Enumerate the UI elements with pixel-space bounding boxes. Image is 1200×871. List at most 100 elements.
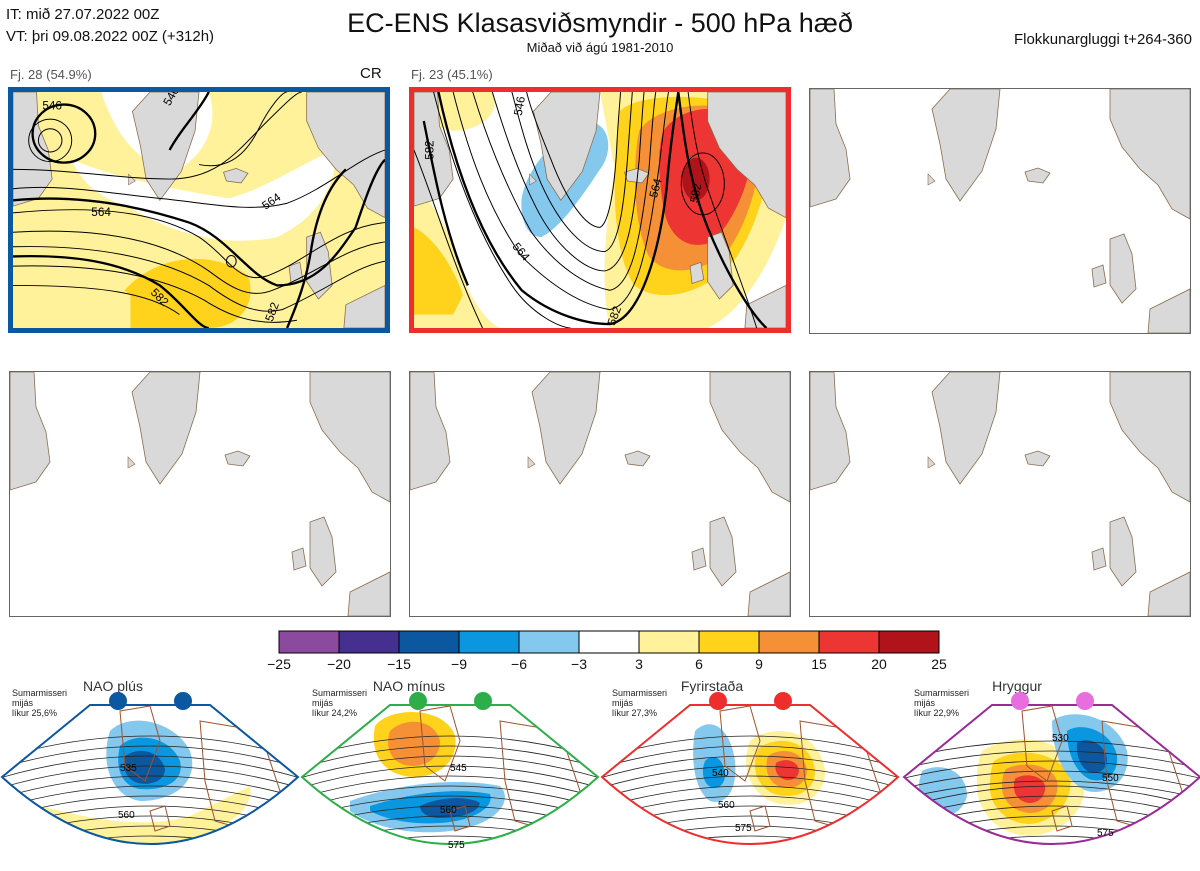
height-contour	[302, 775, 598, 802]
regime-marker	[174, 692, 192, 710]
regime-stat-line: Sumarmisseri	[312, 688, 368, 698]
colorbar-cell	[338, 630, 400, 654]
init-time: IT: mið 27.07.2022 00Z	[6, 6, 160, 23]
height-contour	[2, 785, 298, 812]
regime-map: 535 560	[0, 692, 300, 845]
colorbar-cell	[638, 630, 700, 654]
page-title: EC-ENS Klasasviðsmyndir - 500 hPa hæð	[347, 8, 853, 38]
contour-label: 582	[688, 182, 704, 203]
anomaly-shading	[40, 786, 251, 844]
colorbar-cell	[518, 630, 580, 654]
height-contour	[904, 760, 1200, 782]
contour-label: 575	[735, 823, 752, 834]
contour-label: 535	[120, 763, 137, 774]
regime-stat-line: mijás	[12, 698, 34, 708]
height-contour	[904, 780, 1200, 802]
colorbar-cell	[758, 630, 820, 654]
anomaly-shading	[388, 721, 440, 766]
colorbar-tick-label: −15	[387, 656, 411, 672]
regime-map: 545 560 575	[300, 692, 600, 851]
colorbar-tick-label: 9	[755, 656, 763, 672]
height-contour	[2, 765, 298, 792]
regime-title: Fyrirstaða	[680, 678, 744, 694]
regime-stat-line: líkur 25,6%	[12, 708, 58, 718]
regime-frame	[902, 704, 1200, 845]
regime-title: Hryggur	[992, 678, 1042, 694]
contour-label: 546	[42, 99, 62, 112]
regime-stat-line: Sumarmisseri	[612, 688, 668, 698]
contour-label: 575	[1097, 828, 1114, 839]
colorbar-tick-label: −6	[511, 656, 527, 672]
colorbar-tick-label: 3	[635, 656, 643, 672]
valid-time: VT: þri 09.08.2022 00Z (+312h)	[6, 28, 215, 45]
contour-label: 564	[91, 206, 111, 219]
colorbar-tick-label: −25	[267, 656, 291, 672]
anomaly-shading	[123, 750, 165, 784]
contour-label: 560	[718, 800, 735, 811]
height-contour	[302, 835, 598, 844]
page-subtitle: Miðað við ágú 1981-2010	[526, 40, 674, 55]
contour-label: 545	[450, 763, 467, 774]
regime-stat-line: mijás	[914, 698, 936, 708]
regime-marker	[474, 692, 492, 710]
regime-frame	[0, 704, 300, 845]
anomaly-shading	[420, 798, 480, 818]
empty-map-panel-3	[809, 88, 1191, 334]
regime-stat-line: Sumarmisseri	[914, 688, 970, 698]
regime-marker	[709, 692, 727, 710]
regime-stats: Sumarmisseri mijás líkur 22,9%	[914, 688, 969, 718]
height-contour	[302, 785, 598, 812]
contour-label: 582	[605, 304, 624, 327]
empty-map-panel-4	[9, 371, 391, 617]
colorbar-cell	[398, 630, 460, 654]
colorbar	[278, 630, 940, 654]
contour-label: 540	[712, 768, 729, 779]
regime-stat-line: líkur 24,2%	[312, 708, 358, 718]
contour-label: 550	[1102, 773, 1119, 784]
colorbar-cell	[878, 630, 940, 654]
contour-label: 582	[424, 140, 437, 159]
colorbar-tick-label: 6	[695, 656, 703, 672]
height-contour	[602, 775, 898, 802]
colorbar-cell	[818, 630, 880, 654]
classification-window: Flokkunargluggi t+264-360	[1013, 31, 1192, 48]
regime-stat-line: líkur 22,9%	[914, 708, 960, 718]
colorbar-tick-label: 20	[871, 656, 887, 672]
colorbar-tick-label: −3	[571, 656, 587, 672]
regime-marker	[109, 692, 127, 710]
regime-title: NAO mínus	[372, 678, 446, 694]
regime-stat-line: Sumarmisseri	[12, 688, 68, 698]
regime-marker	[1076, 692, 1094, 710]
cluster-1-label: Fj. 28 (54.9%)	[10, 67, 92, 82]
colorbar-tick-label: −9	[451, 656, 467, 672]
anomaly-shading	[775, 760, 799, 781]
regime-marker	[1011, 692, 1029, 710]
height-contour	[602, 745, 898, 772]
empty-map-panel-6	[809, 371, 1191, 617]
regime-map: 530 550 575	[902, 692, 1200, 860]
anomaly-shading	[1012, 850, 1047, 860]
height-contour	[602, 785, 898, 812]
height-contour	[2, 745, 298, 772]
regime-frame	[600, 704, 900, 845]
contour-label: 546	[512, 95, 528, 116]
regime-stats: Sumarmisseri mijás líkur 25,6%	[12, 688, 67, 718]
height-contour	[2, 835, 298, 844]
contour-label: 530	[1052, 733, 1069, 744]
colorbar-tick-label: 25	[931, 656, 947, 672]
colorbar-cell	[278, 630, 340, 654]
regime-stats: Sumarmisseri mijás líkur 27,3%	[612, 688, 667, 718]
regime-title: NAO plús	[83, 678, 143, 694]
height-contour	[302, 745, 598, 772]
colorbar-tick-label: 15	[811, 656, 827, 672]
height-contour	[302, 755, 598, 782]
cluster-1-map[interactable]: 546 546 564 564 582 582	[8, 87, 390, 333]
cluster-2-map[interactable]: 582 546 564 564 582 582	[409, 87, 791, 333]
regime-stat-line: mijás	[612, 698, 634, 708]
height-contour	[2, 755, 298, 782]
regime-marker	[774, 692, 792, 710]
contour-label: 582	[263, 301, 282, 324]
regime-marker	[409, 692, 427, 710]
height-contour	[2, 775, 298, 802]
contour-label: 564	[647, 177, 665, 200]
